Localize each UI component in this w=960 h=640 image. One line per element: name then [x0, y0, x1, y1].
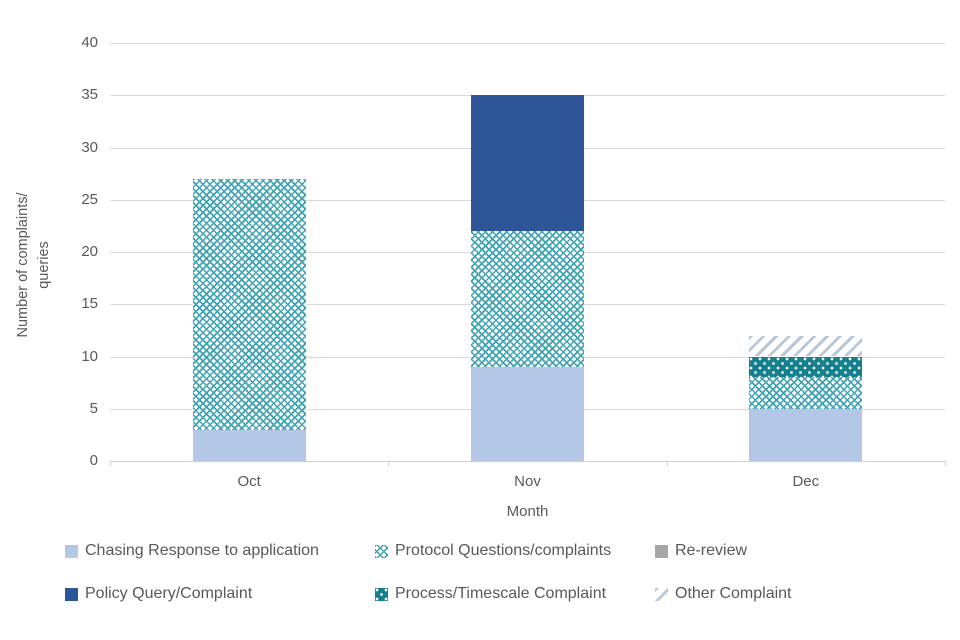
- x-axis-line: [110, 461, 945, 462]
- bar-segment: [471, 231, 584, 367]
- bar-segment: [192, 178, 306, 430]
- legend-label: Policy Query/Complaint: [85, 585, 253, 602]
- bar-segment: [749, 377, 863, 409]
- bar-segment: [471, 95, 584, 232]
- legend-item: Process/Timescale Complaint: [375, 584, 606, 604]
- y-tick-label: 35: [81, 86, 98, 104]
- gridline: [110, 43, 945, 44]
- legend-swatch: [375, 587, 388, 601]
- legend-swatch: [65, 544, 78, 558]
- legend-item: Chasing Response to application: [65, 541, 319, 561]
- x-tick-label: Dec: [792, 473, 820, 490]
- x-axis-tick: [666, 461, 668, 466]
- x-tick-label: Nov: [514, 473, 541, 490]
- y-tick-label: 25: [81, 190, 98, 208]
- y-tick-label: 5: [89, 399, 98, 417]
- y-tick-label: 40: [81, 34, 98, 51]
- bar-segment: [749, 335, 863, 357]
- legend-item: Protocol Questions/complaints: [375, 541, 611, 561]
- x-tick-label: Oct: [237, 473, 261, 490]
- legend-item: Policy Query/Complaint: [65, 584, 252, 604]
- y-axis-title-line1: Number of complaints/: [15, 192, 31, 338]
- legend-swatch: [375, 544, 388, 558]
- bar-segment: [192, 429, 306, 461]
- y-axis-title: Number of complaints/ queries: [13, 45, 57, 485]
- x-axis-title: Month: [506, 503, 549, 520]
- y-tick-label: 30: [81, 138, 98, 156]
- x-axis-tick: [388, 461, 390, 466]
- plot-area: [110, 43, 946, 466]
- y-tick-label: 0: [89, 452, 98, 469]
- x-axis-tick: [110, 461, 111, 466]
- legend-item: Other Complaint: [655, 584, 792, 604]
- bar-segment: [749, 408, 863, 461]
- legend-label: Re-review: [675, 542, 748, 559]
- legend-label: Other Complaint: [675, 585, 792, 602]
- legend-label: Protocol Questions/complaints: [395, 542, 612, 559]
- legend-swatch: [655, 587, 668, 601]
- legend-item: Re-review: [655, 541, 747, 561]
- bar-segment: [471, 366, 584, 461]
- y-axis-title-line2: queries: [36, 241, 52, 289]
- legend-swatch: [655, 544, 668, 558]
- legend-label: Process/Timescale Complaint: [395, 585, 607, 602]
- legend-swatch: [65, 587, 78, 601]
- y-tick-label: 20: [81, 243, 98, 260]
- bar-segment: [749, 356, 863, 378]
- y-tick-label: 10: [81, 347, 98, 365]
- y-tick-label: 15: [81, 295, 98, 313]
- legend-label: Chasing Response to application: [85, 542, 319, 559]
- x-axis-tick: [945, 461, 946, 466]
